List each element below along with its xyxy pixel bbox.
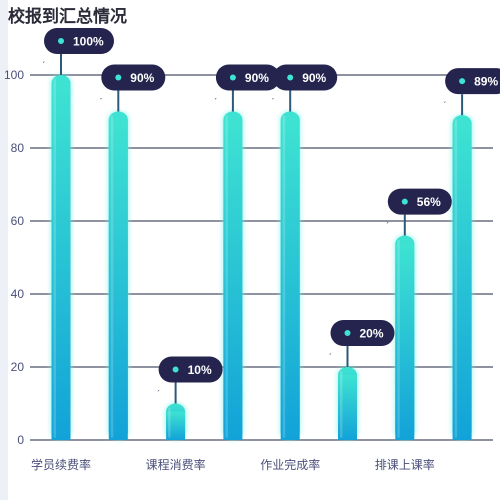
bar-highlight: [454, 119, 458, 439]
bar-highlight: [168, 407, 171, 438]
data-label-dot: [459, 78, 466, 85]
y-tick-label: 0: [17, 433, 24, 447]
data-label-pill: [387, 188, 452, 215]
data-label-pill: [101, 64, 166, 91]
data-label-pill: [44, 28, 114, 54]
bar-body: [223, 119, 243, 440]
leader-tick: ˊ: [99, 97, 102, 109]
leader-tick: ˊ: [443, 100, 446, 112]
data-label-pill: [273, 64, 338, 91]
data-label-dot: [401, 198, 408, 205]
data-label-dot: [172, 366, 179, 373]
y-tick-label: 100: [4, 68, 24, 82]
y-tick-label: 20: [11, 360, 25, 374]
leader-tick: ˊ: [271, 97, 274, 109]
leader-tick: ˊ: [157, 389, 160, 401]
grid-lines: [30, 74, 493, 441]
data-label: 56%: [417, 195, 441, 209]
bar-body: [395, 243, 415, 440]
bar-highlight: [397, 239, 400, 438]
bar-body: [280, 119, 300, 440]
bar-highlight: [340, 371, 343, 438]
data-label-pill: [215, 64, 280, 91]
bar-body: [166, 411, 186, 440]
leader-tick: ˊ: [386, 221, 389, 233]
data-label: 90%: [130, 71, 154, 85]
data-label-pill: [158, 356, 223, 383]
data-label-dot: [344, 330, 351, 336]
data-label: 10%: [188, 363, 212, 377]
leader-tick: ˊ: [214, 97, 217, 109]
x-category-label: 作业完成率: [260, 457, 320, 472]
data-label-dot: [58, 38, 64, 44]
bar-body: [51, 83, 71, 440]
left-edge-strip: [0, 0, 8, 500]
bar-highlight: [282, 115, 286, 438]
data-label: 90%: [245, 71, 269, 85]
x-category-label: 学员续费率: [31, 457, 91, 472]
chart-title: 校报到汇总情况: [8, 7, 127, 27]
bar-body: [452, 123, 472, 441]
y-tick-label: 80: [11, 141, 25, 155]
x-category-label: 课程消费率: [146, 457, 206, 472]
data-label: 89%: [474, 75, 498, 89]
data-label-dot: [287, 74, 294, 81]
data-label-pill: [330, 320, 395, 346]
data-label-dot: [115, 74, 122, 81]
bar-body: [338, 375, 357, 440]
data-label-dot: [229, 74, 236, 81]
bar-highlight: [225, 115, 228, 438]
bars: [50, 74, 474, 441]
data-label: 20%: [360, 327, 384, 341]
bar-highlight: [110, 115, 114, 438]
bar-body: [108, 119, 128, 440]
y-tick-label: 60: [11, 214, 25, 228]
data-label-pill: [445, 68, 500, 95]
leader-tick: ˊ: [329, 352, 332, 364]
y-tick-label: 40: [11, 287, 25, 301]
y-axis-ticks: 0 20 40 60 80 100: [4, 68, 24, 447]
data-label: 90%: [302, 71, 326, 85]
x-axis-categories: 学员续费率 课程消费率 作业完成率 排课上课率: [31, 457, 435, 472]
data-label: 100%: [73, 35, 104, 49]
x-category-label: 排课上课率: [375, 457, 435, 472]
bar-highlight: [53, 79, 56, 438]
leader-tick: ˊ: [42, 60, 45, 72]
